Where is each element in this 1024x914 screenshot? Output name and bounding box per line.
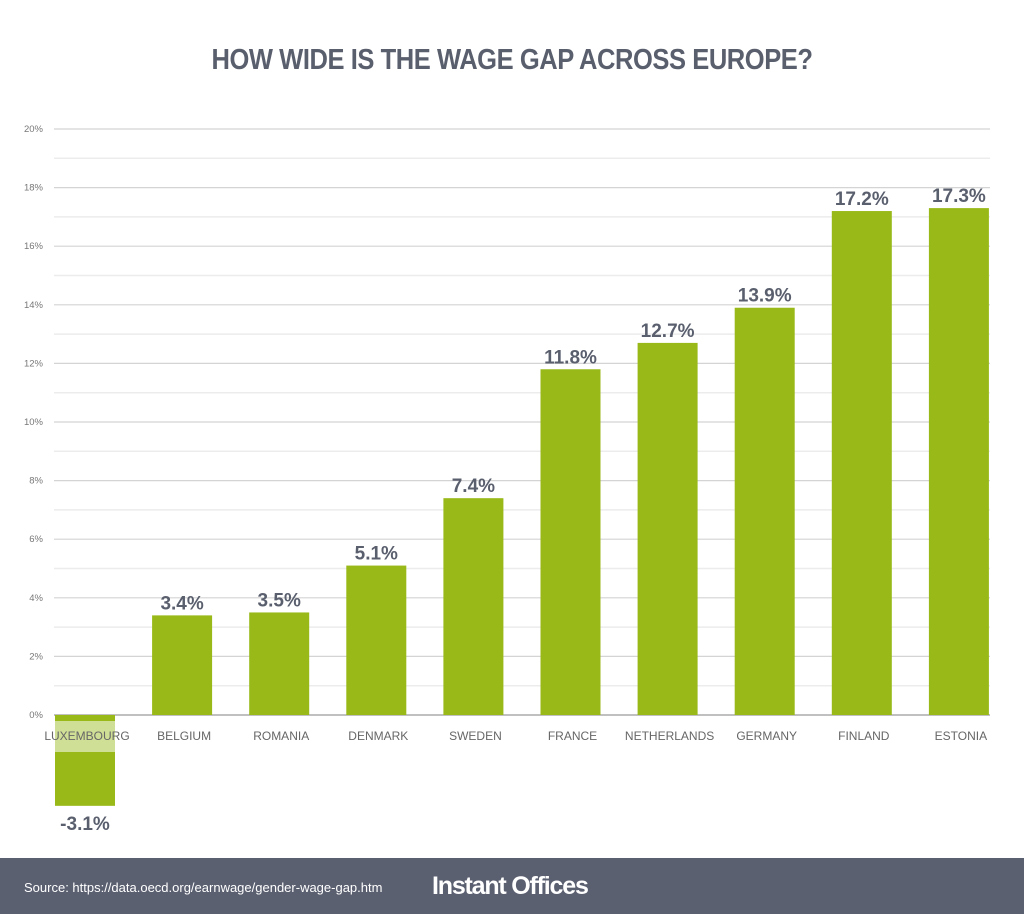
data-label: 17.3%	[932, 186, 986, 207]
category-label: GERMANY	[736, 729, 797, 743]
bar	[249, 612, 310, 715]
data-label: 5.1%	[355, 544, 398, 565]
category-label: DENMARK	[348, 729, 408, 743]
chart-title: HOW WIDE IS THE WAGE GAP ACROSS EUROPE?	[211, 44, 813, 76]
bar	[637, 342, 698, 715]
bar	[443, 498, 504, 715]
instant-offices-logo: Instant Offices	[432, 872, 589, 900]
bar	[346, 565, 407, 715]
data-label: 12.7%	[641, 321, 695, 342]
data-label: -3.1%	[60, 814, 110, 835]
y-tick-label: 6%	[29, 534, 43, 545]
category-label: FRANCE	[548, 729, 597, 743]
bar	[734, 307, 795, 715]
data-label: 11.8%	[544, 347, 597, 368]
label-highlight	[55, 721, 115, 752]
y-tick-label: 0%	[29, 710, 43, 721]
category-label: SWEDEN	[449, 729, 502, 743]
y-tick-label: 18%	[24, 183, 44, 194]
data-label: 17.2%	[835, 189, 889, 210]
bar	[152, 615, 213, 715]
y-tick-label: 8%	[29, 476, 43, 487]
footer: Source: https://data.oecd.org/earnwage/g…	[0, 858, 1024, 914]
data-label: 13.9%	[738, 286, 792, 307]
data-label: 7.4%	[452, 476, 495, 497]
bar	[928, 208, 989, 716]
y-tick-label: 16%	[24, 241, 44, 252]
data-label: 3.5%	[258, 590, 301, 611]
category-label: FINLAND	[838, 729, 890, 743]
category-label: NETHERLANDS	[625, 729, 714, 743]
category-label: BELGIUM	[157, 729, 211, 743]
bar-chart: 0% 2% 4% 6% 8% 10% 12% 14% 16% 18% 20% LUXEMBOURG -3…	[24, 124, 990, 835]
y-tick-label: 20%	[24, 124, 44, 135]
y-tick-label: 2%	[29, 651, 43, 662]
y-tick-label: 14%	[24, 300, 44, 311]
data-label: 3.4%	[160, 593, 203, 614]
y-tick-label: 12%	[24, 358, 44, 369]
y-tick-label: 10%	[24, 417, 44, 428]
bar	[540, 369, 601, 715]
source-text: Source: https://data.oecd.org/earnwage/g…	[24, 880, 383, 895]
category-label: ESTONIA	[935, 729, 987, 743]
category-label: ROMANIA	[253, 729, 309, 743]
y-tick-label: 4%	[29, 593, 43, 604]
bar	[831, 211, 892, 716]
category-label: LUXEMBOURG	[44, 729, 129, 743]
